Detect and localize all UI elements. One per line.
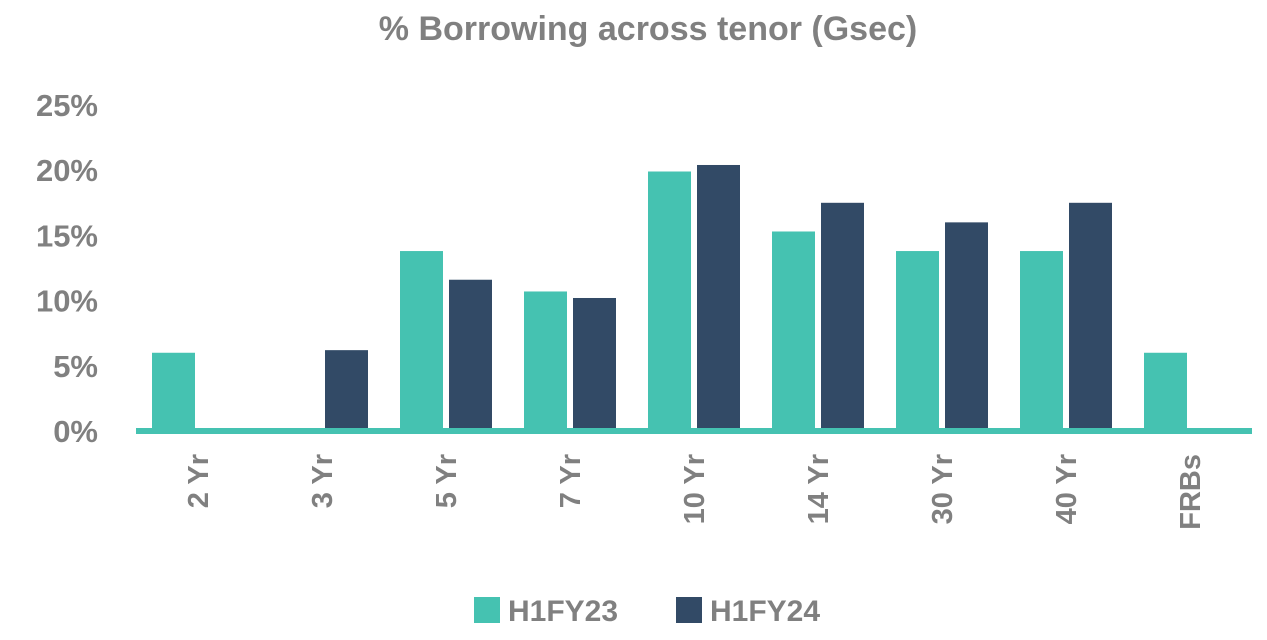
bars [152, 164, 1187, 431]
bar-h1fy24-3-yr [325, 350, 368, 431]
chart-title: % Borrowing across tenor (Gsec) [379, 10, 917, 48]
x-tick-label: 2 Yr [183, 454, 215, 508]
bar-h1fy23-5-yr [400, 251, 443, 431]
x-tick-label: 40 Yr [1051, 454, 1083, 524]
x-tick-label: 30 Yr [927, 454, 959, 524]
bar-h1fy24-30-yr [945, 222, 988, 431]
y-tick-label: 25% [36, 88, 98, 123]
bar-h1fy23-7-yr [524, 291, 567, 431]
y-tick-label: 10% [36, 284, 98, 319]
bar-h1fy24-10-yr [697, 164, 740, 431]
legend-label-h1fy24: H1FY24 [710, 595, 820, 628]
legend-swatch-h1fy24 [676, 597, 702, 623]
x-tick-label: 14 Yr [803, 454, 835, 524]
x-tick-label: 10 Yr [679, 454, 711, 524]
bar-h1fy23-frbs [1144, 352, 1187, 431]
bar-h1fy23-10-yr [648, 171, 691, 431]
x-tick-label: FRBs [1175, 454, 1207, 530]
x-axis: 2 Yr 3 Yr 5 Yr 7 Yr 10 Yr 14 Yr 30 Yr 40 Yr FRBs [183, 454, 1207, 530]
bar-h1fy24-7-yr [573, 297, 616, 431]
legend-label-h1fy23: H1FY23 [508, 595, 618, 628]
bar-h1fy23-30-yr [896, 251, 939, 431]
y-axis: 0% 5% 10% 15% 20% 25% [36, 88, 98, 449]
y-tick-label: 5% [53, 349, 98, 384]
bar-h1fy24-5-yr [449, 279, 492, 431]
legend: H1FY23 H1FY24 [474, 595, 820, 628]
bar-h1fy24-14-yr [821, 202, 864, 431]
bar-h1fy23-2-yr [152, 352, 195, 431]
y-tick-label: 15% [36, 218, 98, 253]
bar-h1fy24-40-yr [1069, 202, 1112, 431]
x-tick-label: 7 Yr [555, 454, 587, 508]
bar-h1fy23-14-yr [772, 231, 815, 431]
x-tick-label: 3 Yr [307, 454, 339, 508]
y-tick-label: 20% [36, 153, 98, 188]
legend-swatch-h1fy23 [474, 597, 500, 623]
y-tick-label: 0% [53, 414, 98, 449]
x-tick-label: 5 Yr [431, 454, 463, 508]
bar-h1fy23-40-yr [1020, 251, 1063, 431]
